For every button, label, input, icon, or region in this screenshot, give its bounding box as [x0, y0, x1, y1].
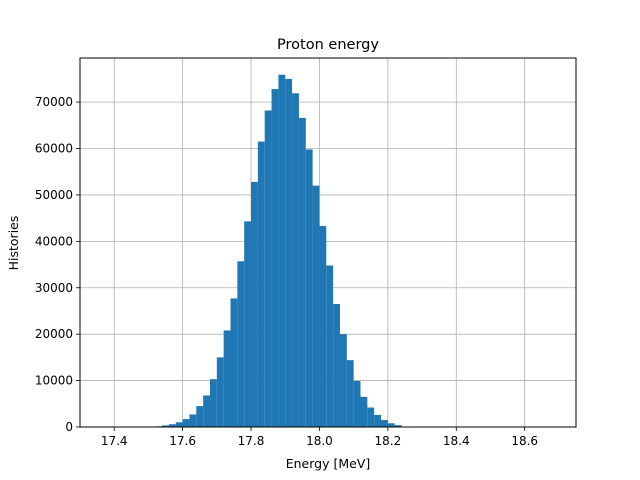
x-tick-label: 17.8	[238, 434, 265, 448]
histogram-bar	[278, 74, 286, 427]
x-axis-ticks: 17.4 17.6 17.8 18.0 18.2 18.4 18.6	[101, 427, 538, 448]
histogram-bar	[162, 425, 169, 427]
histogram-bar	[346, 360, 354, 427]
histogram-bar	[203, 395, 210, 427]
y-tick-label: 0	[65, 420, 73, 434]
x-tick-label: 18.0	[306, 434, 333, 448]
histogram-bar	[298, 117, 306, 427]
histogram-bar	[223, 330, 231, 427]
histogram-bar	[312, 185, 320, 427]
y-tick-label: 30000	[35, 281, 73, 295]
histogram-bar	[394, 425, 402, 427]
x-tick-label: 18.2	[375, 434, 402, 448]
histogram-bar	[182, 419, 190, 427]
y-tick-label: 70000	[35, 95, 73, 109]
histogram-bar	[251, 181, 258, 427]
y-axis-ticks: 0 10000 20000 30000 40000 50000 60000 70000	[35, 95, 80, 434]
y-tick-label: 60000	[35, 142, 73, 156]
x-tick-label: 18.6	[511, 434, 538, 448]
histogram-bar	[175, 422, 183, 427]
x-tick-label: 18.4	[443, 434, 470, 448]
histogram-bar	[353, 381, 361, 427]
histogram-bar	[374, 414, 382, 427]
x-tick-label: 17.4	[101, 434, 128, 448]
histogram-bar	[387, 423, 395, 427]
histogram-bar	[257, 141, 265, 427]
y-tick-label: 40000	[35, 234, 73, 248]
histogram-bars	[148, 74, 409, 428]
histogram-bar	[196, 406, 204, 427]
histogram-bar	[209, 379, 217, 427]
histogram-bar	[237, 261, 245, 427]
histogram-bar	[271, 89, 279, 427]
histogram-bar	[381, 420, 388, 427]
y-tick-label: 10000	[35, 374, 73, 388]
histogram-bar	[292, 93, 299, 427]
histogram-bar	[216, 357, 224, 427]
histogram-bar	[285, 78, 293, 428]
histogram-bar	[360, 396, 368, 427]
histogram-bar	[264, 110, 272, 427]
x-axis-label: Energy [MeV]	[286, 456, 371, 471]
histogram-bar	[339, 334, 347, 427]
histogram-bar	[189, 414, 197, 427]
histogram-bar	[326, 265, 334, 427]
histogram-bar	[367, 407, 375, 427]
x-tick-label: 17.6	[169, 434, 196, 448]
histogram-bar	[319, 226, 327, 427]
plot-frame	[79, 57, 577, 428]
chart-title: Proton energy	[277, 37, 379, 53]
y-axis-label: Histories	[6, 216, 21, 271]
histogram-bar	[168, 424, 176, 427]
histogram-bar	[305, 149, 313, 427]
histogram-bar	[230, 298, 238, 427]
histogram-bar	[333, 304, 340, 427]
y-tick-label: 50000	[35, 188, 73, 202]
histogram-bar	[244, 221, 252, 427]
y-tick-label: 20000	[35, 327, 73, 341]
